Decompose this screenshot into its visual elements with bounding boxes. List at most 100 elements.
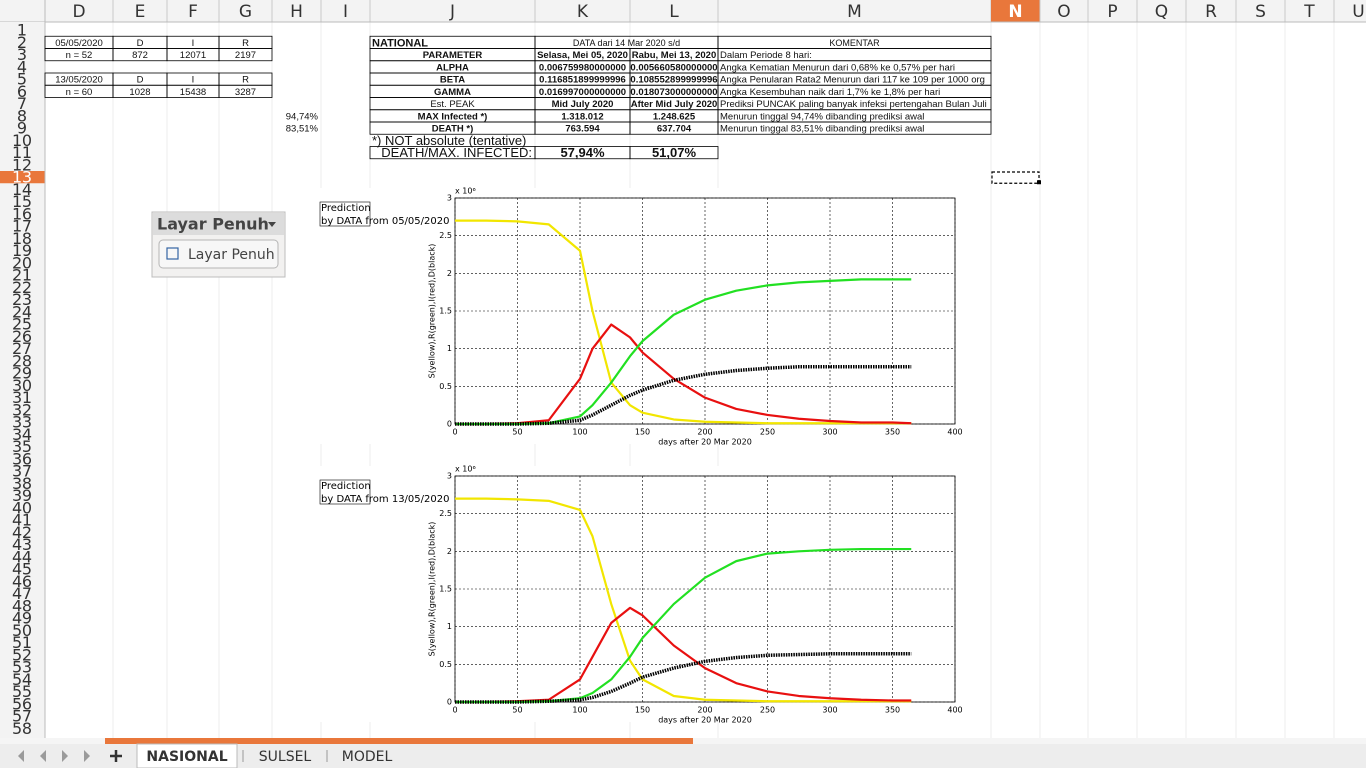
row-header[interactable]: 53 xyxy=(12,658,32,677)
row-header[interactable]: 8 xyxy=(17,106,27,125)
cell-text[interactable]: D xyxy=(137,38,144,49)
cell-text[interactable]: 0.108552899999996 xyxy=(630,75,717,86)
column-header[interactable]: K xyxy=(577,2,589,22)
cell-text[interactable]: 94,74% xyxy=(286,111,319,122)
row-header[interactable]: 28 xyxy=(12,351,32,370)
fill-handle[interactable] xyxy=(1037,180,1041,185)
row-header[interactable]: 27 xyxy=(12,339,32,358)
row-header[interactable]: 17 xyxy=(12,217,32,236)
row-header[interactable]: 2 xyxy=(17,33,27,52)
row-header[interactable]: 4 xyxy=(17,57,27,76)
cell-text[interactable]: Rabu, Mei 13, 2020 xyxy=(632,50,716,61)
cell-text[interactable]: 637.704 xyxy=(657,124,692,135)
row-header[interactable]: 21 xyxy=(12,266,32,285)
cell-text[interactable]: BETA xyxy=(440,75,465,86)
row-header[interactable]: 33 xyxy=(12,413,32,432)
cell-text[interactable]: 05/05/2020 xyxy=(55,38,103,49)
row-header[interactable]: 25 xyxy=(12,315,32,334)
sheet-tab-label[interactable]: NASIONAL xyxy=(146,749,227,765)
cell-text[interactable]: 0.116851899999996 xyxy=(539,75,626,86)
cell-text[interactable]: R xyxy=(242,38,249,49)
cell-text[interactable]: DATA dari 14 Mar 2020 s/d xyxy=(573,38,680,48)
horizontal-scrollbar-thumb[interactable] xyxy=(105,738,693,744)
row-header[interactable]: 54 xyxy=(12,670,32,689)
cell-text[interactable]: Menurun tinggal 83,51% dibanding prediks… xyxy=(720,124,924,135)
column-header[interactable]: D xyxy=(72,2,85,22)
row-header[interactable]: 34 xyxy=(12,425,32,444)
column-header[interactable]: L xyxy=(669,2,679,22)
row-header[interactable]: 26 xyxy=(12,327,32,346)
row-header[interactable]: 43 xyxy=(12,535,32,554)
row-header[interactable]: 37 xyxy=(12,462,32,481)
cell-text[interactable]: Mid July 2020 xyxy=(552,99,614,110)
cell-text[interactable]: n = 52 xyxy=(66,50,93,61)
cell-text[interactable]: Est. PEAK xyxy=(430,99,475,110)
cell-text[interactable]: Angka Kematian Menurun dari 0,68% ke 0,5… xyxy=(720,62,955,73)
cell-text[interactable]: n = 60 xyxy=(66,87,93,98)
column-header[interactable]: H xyxy=(290,2,303,22)
row-header[interactable]: 16 xyxy=(12,204,32,223)
cell-text[interactable]: 1.248.625 xyxy=(653,111,696,122)
cell-text[interactable]: 13/05/2020 xyxy=(55,75,103,86)
cell-text[interactable]: KOMENTAR xyxy=(829,38,880,48)
row-header[interactable]: 29 xyxy=(12,364,32,383)
column-header[interactable]: S xyxy=(1255,2,1266,22)
row-header[interactable]: 23 xyxy=(12,290,32,309)
tab-nav-next[interactable] xyxy=(62,750,68,762)
cell-text[interactable]: I xyxy=(192,75,195,86)
cell-text[interactable]: I xyxy=(192,38,195,49)
tab-nav-first[interactable] xyxy=(18,750,24,762)
cell-text[interactable]: 12071 xyxy=(180,50,206,61)
row-header[interactable]: 40 xyxy=(12,498,32,517)
column-header[interactable]: J xyxy=(449,2,455,22)
add-sheet-button[interactable] xyxy=(110,750,122,762)
row-header[interactable]: 45 xyxy=(12,560,32,579)
row-header[interactable]: 35 xyxy=(12,437,32,456)
cell-text[interactable]: NATIONAL xyxy=(372,37,428,49)
row-header[interactable]: 41 xyxy=(12,511,32,530)
cell-text[interactable]: 872 xyxy=(132,50,148,61)
column-header[interactable]: M xyxy=(847,2,862,22)
cell-text[interactable]: 51,07% xyxy=(652,145,697,160)
column-header[interactable]: U xyxy=(1352,2,1364,22)
cell-text[interactable]: 0.018073000000000 xyxy=(630,87,717,98)
cell-text[interactable]: R xyxy=(242,75,249,86)
row-header[interactable]: 32 xyxy=(12,400,32,419)
row-header[interactable]: 5 xyxy=(17,70,27,89)
row-header[interactable]: 58 xyxy=(12,719,32,738)
cell-text[interactable]: 15438 xyxy=(180,87,206,98)
cell-text[interactable]: D xyxy=(137,75,144,86)
row-header[interactable]: 57 xyxy=(12,707,32,726)
column-header[interactable]: E xyxy=(135,2,146,22)
cell-text[interactable]: 0.005660580000000 xyxy=(630,62,717,73)
sheet-tab-label[interactable]: MODEL xyxy=(342,749,393,765)
cell-text[interactable]: GAMMA xyxy=(434,87,471,98)
row-header[interactable]: 42 xyxy=(12,523,32,542)
cell-text[interactable]: *) NOT absolute (tentative) xyxy=(372,133,526,148)
row-header[interactable]: 31 xyxy=(12,388,32,407)
column-header[interactable]: N xyxy=(1008,2,1022,22)
row-header[interactable]: 30 xyxy=(12,376,32,395)
cell-text[interactable]: 0.016997000000000 xyxy=(539,87,626,98)
cell-text[interactable]: 0.006759980000000 xyxy=(539,62,626,73)
row-header[interactable]: 22 xyxy=(12,278,32,297)
row-header[interactable]: 6 xyxy=(17,82,27,101)
row-header[interactable]: 7 xyxy=(17,94,27,113)
cell-text[interactable]: PARAMETER xyxy=(423,50,483,61)
cell-text[interactable]: Selasa, Mei 05, 2020 xyxy=(537,50,628,61)
row-header[interactable]: 1 xyxy=(17,21,27,40)
sheet-tab-label[interactable]: SULSEL xyxy=(259,749,312,765)
column-header[interactable]: F xyxy=(188,2,198,22)
cell-text[interactable]: Angka Kesembuhan naik dari 1,7% ke 1,8% … xyxy=(720,87,940,98)
row-header[interactable]: 14 xyxy=(12,180,32,199)
row-header[interactable]: 56 xyxy=(12,694,32,713)
row-header[interactable]: 38 xyxy=(12,474,32,493)
row-header[interactable]: 48 xyxy=(12,596,32,615)
row-header[interactable]: 10 xyxy=(12,131,32,150)
column-header[interactable]: I xyxy=(343,2,348,22)
sheet-tab[interactable] xyxy=(243,744,327,768)
row-header[interactable]: 20 xyxy=(12,253,32,272)
row-header[interactable]: 24 xyxy=(12,302,32,321)
column-header[interactable]: P xyxy=(1107,2,1117,22)
row-header[interactable]: 51 xyxy=(12,633,32,652)
